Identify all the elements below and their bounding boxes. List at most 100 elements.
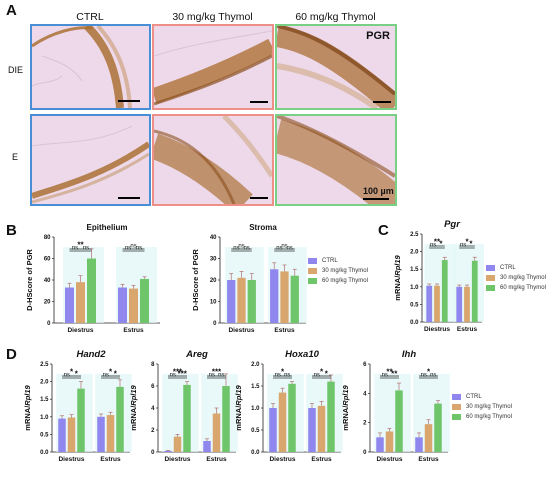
y-axis-label: mRNA/Rpl19	[234, 384, 243, 430]
y-tick-label: 2.5	[40, 362, 49, 368]
scale-label: 100 µm	[363, 186, 394, 196]
significance-label: *	[75, 370, 79, 379]
bar	[280, 271, 289, 323]
bar	[222, 386, 230, 452]
legend-label: CTRL	[322, 258, 338, 264]
significance-label: ns	[238, 244, 244, 250]
y-tick-label: 0.0	[40, 450, 49, 456]
bar	[67, 417, 76, 452]
bar	[426, 285, 433, 322]
bar	[65, 287, 74, 323]
bar	[327, 381, 335, 452]
scale-bar	[250, 197, 268, 199]
bar	[106, 415, 115, 452]
y-tick-label: 2.0	[410, 250, 419, 256]
significance-label: ***	[178, 370, 188, 379]
significance-label: *	[325, 370, 329, 379]
marker-label-pgr: PGR	[366, 30, 390, 42]
legend-item: 60 mg/kg Thymol	[308, 276, 368, 286]
legend-label: CTRL	[500, 265, 516, 271]
bar	[116, 386, 124, 452]
significance-label: *	[465, 238, 469, 247]
significance-label: ns	[136, 246, 142, 252]
bar	[237, 277, 246, 323]
significance-label: ns	[430, 243, 436, 249]
significance-label: *	[281, 368, 285, 377]
y-tick-label: 0	[363, 450, 367, 456]
bar	[471, 260, 478, 322]
significance-label: *	[70, 368, 74, 377]
chart-title: Hoxa10	[285, 349, 320, 360]
chart-areg: Areg mRNA/Rpl19 0 2 4 6 8 *** ns *** Diestrus *** ns…	[128, 348, 238, 472]
bar	[308, 408, 316, 452]
bar	[434, 403, 442, 452]
significance-label: **	[77, 241, 84, 250]
significance-label: ns	[170, 373, 176, 379]
chart-title: Hand2	[76, 349, 106, 360]
legend-item: 60 mg/kg Thymol	[486, 283, 546, 293]
legend-swatch	[486, 265, 495, 271]
chart-title: Ihh	[402, 349, 416, 360]
y-tick-label: 6	[363, 362, 367, 368]
significance-label: ns	[460, 243, 466, 249]
bar	[290, 275, 299, 323]
legend-item: 30 mg/kg Thymol	[308, 266, 368, 276]
scale-bar	[250, 101, 268, 103]
x-tick-label: Estrus	[123, 327, 144, 334]
significance-label: **	[386, 368, 393, 377]
y-tick-label: 1.0	[410, 285, 419, 291]
bar	[87, 258, 96, 323]
row-label-die: DIE	[8, 65, 24, 75]
x-tick-label: Diestrus	[424, 326, 450, 333]
chart-title: Pgr	[444, 219, 461, 230]
legend-swatch	[452, 404, 461, 410]
y-tick-label: 2	[151, 428, 155, 434]
y-axis-label: mRNA/Rpl19	[129, 384, 138, 430]
significance-label: ns	[281, 244, 287, 250]
legend-swatch	[308, 268, 317, 274]
significance-label: ns	[276, 246, 282, 252]
y-tick-label: 80	[44, 235, 51, 241]
chart-hoxa10: Hoxa10 mRNA/Rpl19 0.0 0.5 1.0 1.5 2.0 * ns ns Dies…	[233, 348, 343, 472]
x-tick-label: Estrus	[274, 327, 295, 334]
legend-item: CTRL	[486, 263, 546, 273]
significance-label: ns	[130, 244, 136, 250]
legend-item: 60 mg/kg Thymol	[452, 412, 512, 422]
scale-bar	[118, 197, 140, 199]
bar	[385, 431, 394, 452]
significance-label: ns	[125, 246, 131, 252]
significance-label: *	[469, 240, 473, 249]
micrograph-e-60mg: 100 µm	[275, 114, 397, 206]
significance-label: *	[109, 368, 113, 377]
micrograph-die-60mg: PGR	[275, 24, 397, 110]
legend-item: 30 mg/kg Thymol	[486, 273, 546, 283]
bar	[247, 280, 256, 323]
significance-label: ns	[430, 373, 436, 379]
y-tick-label: 1.5	[251, 384, 260, 390]
significance-label: *	[114, 370, 118, 379]
y-tick-label: 1.0	[40, 415, 49, 421]
significance-label: ns	[64, 373, 70, 379]
bar	[441, 260, 448, 322]
significance-label: *	[439, 240, 443, 249]
x-tick-label: Estrus	[100, 456, 121, 463]
x-tick-label: Estrus	[457, 326, 478, 333]
legend-swatch	[452, 414, 461, 420]
scale-bar	[118, 100, 140, 102]
significance-label: ns	[284, 373, 290, 379]
significance-label: ns	[382, 373, 388, 379]
legend-label: 30 mg/kg Thymol	[500, 275, 546, 281]
y-tick-label: 0	[151, 450, 155, 456]
y-tick-label: 6	[151, 384, 155, 390]
x-tick-label: Diestrus	[376, 456, 402, 463]
chart-epithelium: Epithelium D-HScore of PGR 0 20 40 60 80 ** ns ns…	[24, 221, 162, 343]
bar	[317, 405, 326, 452]
bar	[288, 383, 296, 452]
legend-item: CTRL	[452, 392, 512, 402]
y-tick-label: 0.5	[251, 428, 260, 434]
